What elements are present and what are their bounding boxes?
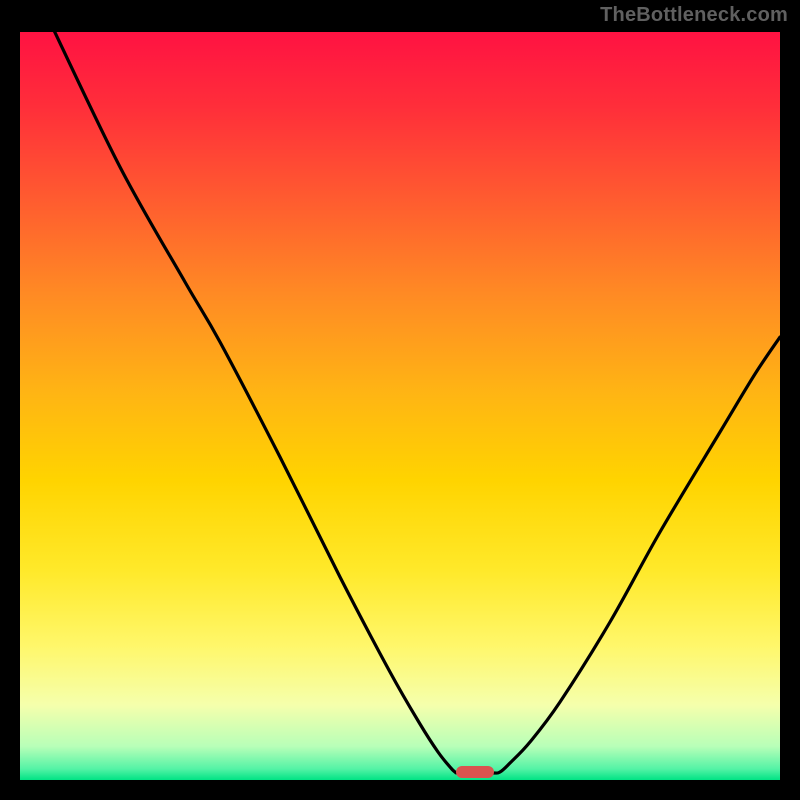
- curve-path: [50, 32, 780, 773]
- plot-area: [20, 32, 780, 780]
- chart-frame: TheBottleneck.com: [0, 0, 800, 800]
- optimum-marker: [456, 766, 494, 778]
- attribution-label: TheBottleneck.com: [600, 4, 788, 27]
- bottleneck-curve: [20, 32, 780, 780]
